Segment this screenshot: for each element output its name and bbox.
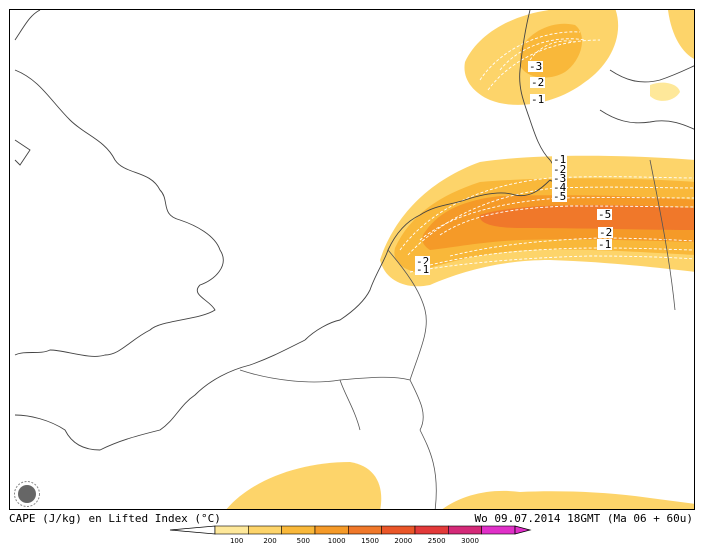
colorbar-swatch — [314, 525, 349, 535]
cape-area-northeast — [668, 10, 694, 59]
cape-area-south — [226, 462, 382, 509]
colorbar-tick-label: 100 — [229, 537, 244, 545]
colorbar-swatch — [214, 525, 249, 535]
colorbar-tick-label: 3000 — [461, 537, 479, 545]
colorbar-swatch — [414, 525, 449, 535]
coast-benelux — [304, 179, 551, 341]
li-label: -1 — [415, 263, 431, 276]
cape-area-smalleast — [650, 82, 680, 101]
colorbar-swatch — [448, 525, 482, 535]
li-label: -2 — [415, 255, 431, 268]
colorbar-swatch — [381, 525, 416, 535]
li-label: -5 — [552, 190, 568, 203]
colorbar-swatch — [248, 525, 282, 535]
colorbar-swatch — [281, 525, 316, 535]
colorbar-tick-label: 500 — [296, 537, 311, 545]
coast-great-britain — [14, 10, 224, 357]
map-caption-left: CAPE (J/kg) en Lifted Index (°C) — [9, 512, 221, 525]
weather-map: -3 -2 -1 -1 -2 -3 -4 -5 -5 -2 -1 -2 -1 — [9, 9, 695, 510]
li-label: -2 — [530, 76, 546, 89]
cape-area-southeast — [442, 490, 694, 509]
cape-colorbar — [169, 525, 532, 535]
border-france-germany — [419, 429, 437, 509]
colorbar-tick-label: 200 — [263, 537, 277, 545]
colorbar-swatch — [481, 525, 516, 535]
li-label: -4 — [552, 181, 568, 194]
li-label: -1 — [597, 238, 613, 251]
colorbar-tick-label: 1500 — [361, 537, 379, 545]
colorbar-swatch — [348, 525, 382, 535]
coast-france-north — [14, 339, 306, 451]
map-caption-right: Wo 09.07.2014 18GMT (Ma 06 + 60u) — [474, 512, 693, 525]
sun-logo-icon — [14, 481, 40, 507]
colorbar-left-arrow — [169, 525, 216, 535]
coast-ireland — [14, 139, 31, 166]
border-lux — [339, 379, 361, 431]
li-label: -2 — [552, 163, 568, 176]
colorbar-tick-label: 2500 — [427, 537, 446, 545]
coast-scandinavia — [599, 65, 694, 130]
li-label: -3 — [552, 172, 568, 185]
border-belgium — [239, 369, 424, 431]
cape-band-core — [479, 205, 694, 230]
colorbar-right-arrow — [514, 525, 532, 535]
li-label: -5 — [597, 208, 613, 221]
li-label: -1 — [552, 153, 568, 166]
colorbar-tick-label: 1000 — [327, 537, 346, 545]
li-label: -2 — [598, 226, 614, 239]
colorbar-tick-label: 2000 — [394, 537, 413, 545]
li-label: -3 — [528, 60, 544, 73]
li-label: -1 — [530, 93, 546, 106]
map-canvas — [14, 10, 694, 509]
border-de-poland — [649, 159, 676, 311]
border-nl-de — [387, 249, 427, 381]
